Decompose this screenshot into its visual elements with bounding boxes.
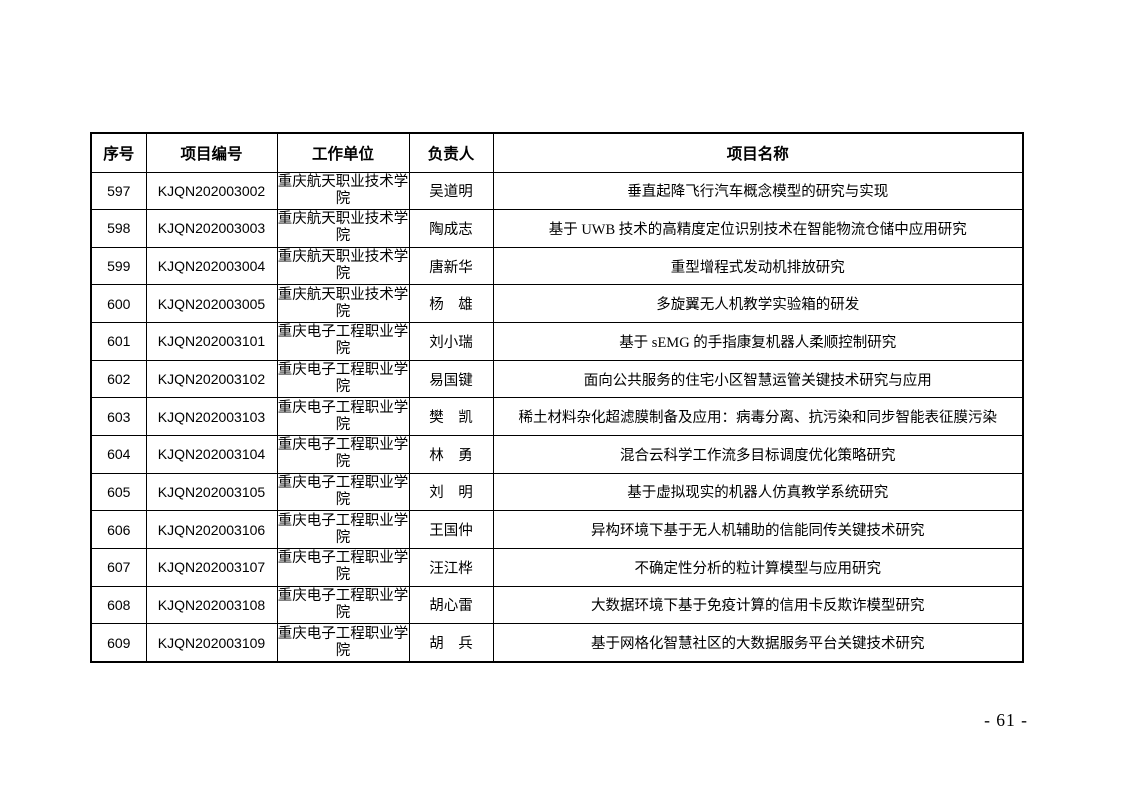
cell-project-code: KJQN202003104 [145, 434, 278, 474]
cell-work-unit: 重庆电子工程职业学院 [276, 510, 410, 549]
cell-leader: 胡 兵 [408, 623, 494, 663]
cell-project-title: 稀土材料杂化超滤膜制备及应用：病毒分离、抗污染和同步智能表征膜污染 [492, 397, 1024, 436]
cell-project-code: KJQN202003003 [145, 209, 278, 248]
cell-leader: 唐新华 [408, 246, 494, 286]
cell-leader: 易国键 [408, 359, 494, 399]
cell-work-unit: 重庆航天职业技术学院 [276, 171, 410, 211]
cell-seq: 599 [90, 246, 147, 286]
cell-project-title: 基于 UWB 技术的高精度定位识别技术在智能物流仓储中应用研究 [492, 209, 1024, 248]
cell-leader: 刘小瑞 [408, 322, 494, 361]
cell-project-code: KJQN202003101 [145, 322, 278, 361]
cell-project-code: KJQN202003005 [145, 284, 278, 324]
cell-seq: 598 [90, 209, 147, 248]
cell-leader: 汪江桦 [408, 547, 494, 587]
table-header: 序号 项目编号 工作单位 负责人 项目名称 [90, 132, 1024, 173]
cell-project-code: KJQN202003102 [145, 359, 278, 399]
table-body: 597 KJQN202003002 重庆航天职业技术学院 吴道明 垂直起降飞行汽… [90, 171, 1024, 663]
cell-leader: 刘 明 [408, 472, 494, 512]
table-row: 597 KJQN202003002 重庆航天职业技术学院 吴道明 垂直起降飞行汽… [90, 171, 1024, 211]
cell-project-title: 垂直起降飞行汽车概念模型的研究与实现 [492, 171, 1024, 211]
cell-work-unit: 重庆电子工程职业学院 [276, 397, 410, 436]
table-row: 608 KJQN202003108 重庆电子工程职业学院 胡心雷 大数据环境下基… [90, 585, 1024, 625]
table-row: 601 KJQN202003101 重庆电子工程职业学院 刘小瑞 基于 sEMG… [90, 322, 1024, 361]
column-header-title: 项目名称 [492, 132, 1024, 173]
cell-project-code: KJQN202003108 [145, 585, 278, 625]
table-row: 607 KJQN202003107 重庆电子工程职业学院 汪江桦 不确定性分析的… [90, 547, 1024, 587]
table-row: 600 KJQN202003005 重庆航天职业技术学院 杨 雄 多旋翼无人机教… [90, 284, 1024, 324]
table-row: 604 KJQN202003104 重庆电子工程职业学院 林 勇 混合云科学工作… [90, 434, 1024, 474]
cell-project-title: 基于网格化智慧社区的大数据服务平台关键技术研究 [492, 623, 1024, 663]
cell-seq: 601 [90, 322, 147, 361]
table-row: 609 KJQN202003109 重庆电子工程职业学院 胡 兵 基于网格化智慧… [90, 623, 1024, 663]
cell-seq: 600 [90, 284, 147, 324]
cell-work-unit: 重庆电子工程职业学院 [276, 623, 410, 663]
projects-table: 序号 项目编号 工作单位 负责人 项目名称 597 KJQN202003002 … [90, 132, 1024, 663]
cell-seq: 609 [90, 623, 147, 663]
cell-seq: 606 [90, 510, 147, 549]
cell-seq: 605 [90, 472, 147, 512]
cell-project-code: KJQN202003107 [145, 547, 278, 587]
table-row: 605 KJQN202003105 重庆电子工程职业学院 刘 明 基于虚拟现实的… [90, 472, 1024, 512]
column-header-code: 项目编号 [145, 132, 278, 173]
cell-work-unit: 重庆航天职业技术学院 [276, 246, 410, 286]
table-row: 599 KJQN202003004 重庆航天职业技术学院 唐新华 重型增程式发动… [90, 246, 1024, 286]
cell-project-title: 混合云科学工作流多目标调度优化策略研究 [492, 434, 1024, 474]
table-row: 602 KJQN202003102 重庆电子工程职业学院 易国键 面向公共服务的… [90, 359, 1024, 399]
cell-seq: 597 [90, 171, 147, 211]
cell-project-title: 面向公共服务的住宅小区智慧运管关键技术研究与应用 [492, 359, 1024, 399]
cell-work-unit: 重庆航天职业技术学院 [276, 209, 410, 248]
cell-leader: 杨 雄 [408, 284, 494, 324]
cell-project-title: 大数据环境下基于免疫计算的信用卡反欺诈模型研究 [492, 585, 1024, 625]
table-row: 598 KJQN202003003 重庆航天职业技术学院 陶成志 基于 UWB … [90, 209, 1024, 248]
column-header-leader: 负责人 [408, 132, 494, 173]
header-row: 序号 项目编号 工作单位 负责人 项目名称 [90, 132, 1024, 173]
cell-leader: 陶成志 [408, 209, 494, 248]
cell-project-title: 不确定性分析的粒计算模型与应用研究 [492, 547, 1024, 587]
cell-leader: 吴道明 [408, 171, 494, 211]
cell-seq: 608 [90, 585, 147, 625]
cell-project-title: 多旋翼无人机教学实验箱的研发 [492, 284, 1024, 324]
cell-work-unit: 重庆电子工程职业学院 [276, 434, 410, 474]
cell-project-code: KJQN202003002 [145, 171, 278, 211]
cell-project-title: 重型增程式发动机排放研究 [492, 246, 1024, 286]
cell-work-unit: 重庆电子工程职业学院 [276, 322, 410, 361]
cell-project-code: KJQN202003106 [145, 510, 278, 549]
cell-work-unit: 重庆电子工程职业学院 [276, 472, 410, 512]
cell-seq: 602 [90, 359, 147, 399]
cell-leader: 胡心雷 [408, 585, 494, 625]
cell-project-code: KJQN202003103 [145, 397, 278, 436]
column-header-seq: 序号 [90, 132, 147, 173]
cell-seq: 607 [90, 547, 147, 587]
cell-work-unit: 重庆航天职业技术学院 [276, 284, 410, 324]
cell-seq: 604 [90, 434, 147, 474]
column-header-org: 工作单位 [276, 132, 410, 173]
page-number: - 61 - [984, 710, 1028, 730]
cell-work-unit: 重庆电子工程职业学院 [276, 585, 410, 625]
cell-project-code: KJQN202003109 [145, 623, 278, 663]
cell-project-title: 基于虚拟现实的机器人仿真教学系统研究 [492, 472, 1024, 512]
cell-leader: 王国仲 [408, 510, 494, 549]
cell-project-code: KJQN202003004 [145, 246, 278, 286]
cell-work-unit: 重庆电子工程职业学院 [276, 359, 410, 399]
cell-leader: 樊 凯 [408, 397, 494, 436]
cell-work-unit: 重庆电子工程职业学院 [276, 547, 410, 587]
cell-project-title: 异构环境下基于无人机辅助的信能同传关键技术研究 [492, 510, 1024, 549]
table-row: 603 KJQN202003103 重庆电子工程职业学院 樊 凯 稀土材料杂化超… [90, 397, 1024, 436]
table-row: 606 KJQN202003106 重庆电子工程职业学院 王国仲 异构环境下基于… [90, 510, 1024, 549]
cell-project-code: KJQN202003105 [145, 472, 278, 512]
cell-seq: 603 [90, 397, 147, 436]
cell-project-title: 基于 sEMG 的手指康复机器人柔顺控制研究 [492, 322, 1024, 361]
cell-leader: 林 勇 [408, 434, 494, 474]
